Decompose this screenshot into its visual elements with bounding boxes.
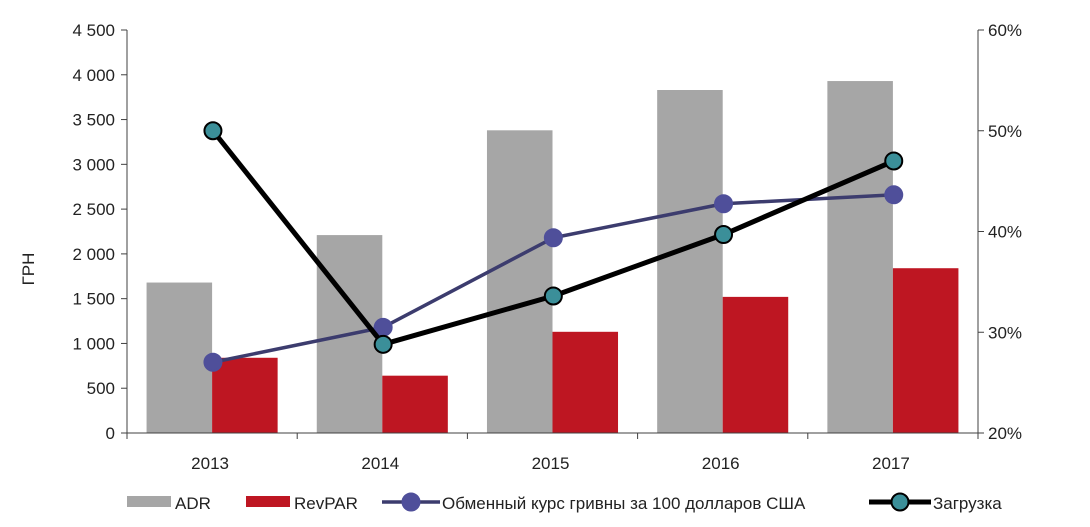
legend-marker-3 — [401, 492, 421, 512]
point-series-1-2016 — [714, 194, 734, 214]
point-series-2-2015 — [543, 286, 563, 306]
x-tick-label: 2017 — [872, 454, 910, 473]
point-series-2-2016 — [714, 225, 734, 245]
legend-swatch-2 — [246, 496, 290, 507]
y2-tick-label: 20% — [988, 424, 1022, 443]
point-series-2-2013 — [203, 121, 223, 141]
y-tick-label: 500 — [87, 379, 115, 398]
y2-tick-label: 40% — [988, 223, 1022, 242]
y-tick-label: 1 000 — [72, 334, 115, 353]
bar-revpar-2014 — [382, 375, 448, 433]
x-tick-label: 2013 — [191, 454, 229, 473]
y2-tick-label: 30% — [988, 323, 1022, 342]
y-tick-label: 2 500 — [72, 200, 115, 219]
lines — [203, 121, 904, 372]
bar-revpar-2015 — [552, 331, 619, 433]
bar-revpar-2016 — [722, 296, 789, 433]
bar-adr-2015 — [486, 130, 553, 433]
y2-tick-label: 50% — [988, 122, 1022, 141]
bars — [146, 81, 959, 434]
y-tick-label: 2 000 — [72, 245, 115, 264]
x-tick-label: 2016 — [702, 454, 740, 473]
bar-adr-2016 — [657, 90, 723, 433]
axes — [126, 30, 979, 434]
y-tick-label: 4 000 — [72, 66, 115, 85]
bar-revpar-2017 — [892, 268, 959, 433]
y-axis-ticks: 0 500 1 000 1 500 2 000 2 500 3 000 3 500 4 000 4… — [72, 21, 127, 443]
point-series-1-2015 — [543, 228, 563, 248]
bar-revpar-2013 — [212, 357, 278, 433]
y-tick-label: 3 500 — [72, 111, 115, 130]
y-axis-label: ГРН — [19, 253, 38, 286]
legend-label-1: ADR — [175, 494, 211, 513]
x-tick-label: 2014 — [361, 454, 399, 473]
y2-tick-label: 60% — [988, 21, 1022, 40]
legend-marker-4 — [890, 492, 910, 512]
legend-swatch-1 — [127, 496, 171, 507]
y-tick-label: 4 500 — [72, 21, 115, 40]
y-tick-label: 0 — [106, 424, 115, 443]
legend-label-4: Загрузка — [933, 494, 1002, 513]
bar-adr-2013 — [146, 282, 213, 433]
legend-label-3: Обменный курс гривны за 100 долларов США — [442, 494, 806, 513]
point-series-1-2013 — [203, 352, 223, 372]
point-series-1-2017 — [884, 185, 904, 205]
point-series-2-2014 — [373, 334, 393, 354]
bar-adr-2017 — [827, 81, 893, 434]
x-axis-ticks: 2013 2014 2015 2016 2017 — [126, 433, 979, 473]
y2-axis-ticks: 20% 30% 40% 50% 60% — [978, 21, 1022, 443]
y-tick-label: 1 500 — [72, 290, 115, 309]
legend: ADR RevPAR Обменный курс гривны за 100 дол… — [127, 492, 1002, 513]
y-tick-label: 3 000 — [72, 155, 115, 174]
x-tick-label: 2015 — [532, 454, 570, 473]
legend-label-2: RevPAR — [294, 494, 358, 513]
point-series-2-2017 — [884, 151, 904, 171]
